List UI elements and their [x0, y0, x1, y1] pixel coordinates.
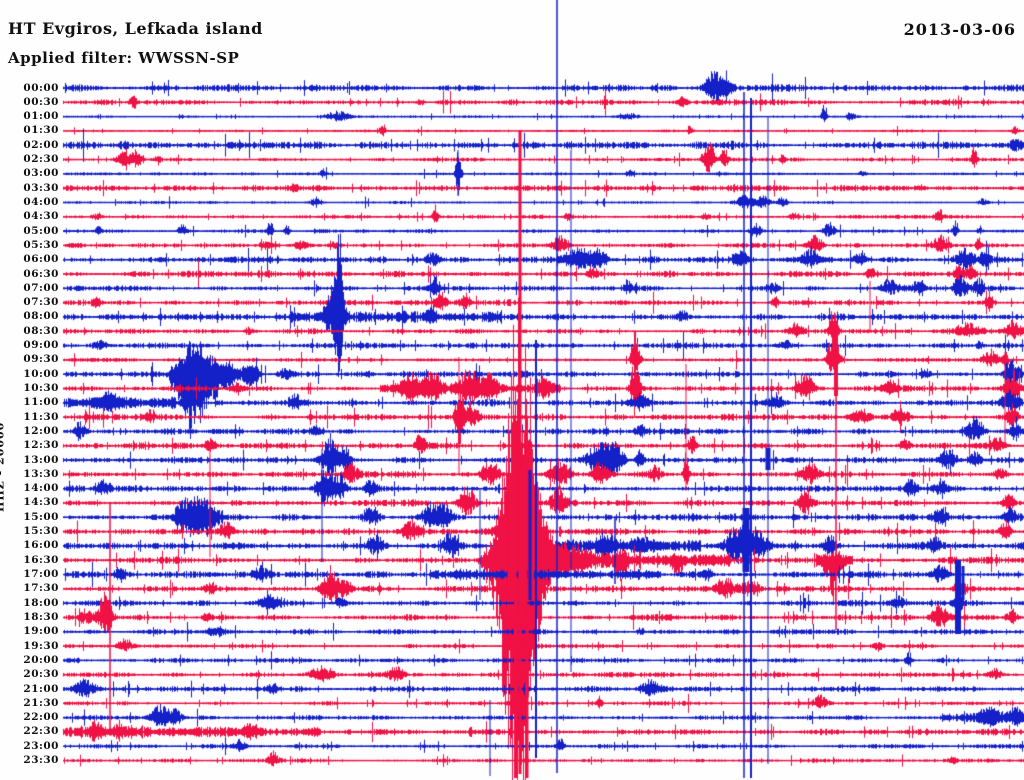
- time-label: 22:30: [23, 725, 59, 738]
- time-label: 21:00: [23, 682, 59, 695]
- time-label: 21:30: [23, 696, 59, 709]
- time-label: 10:30: [23, 382, 59, 394]
- time-label: 15:30: [23, 525, 59, 538]
- time-label: 12:00: [23, 424, 59, 437]
- time-label: 16:30: [23, 553, 59, 566]
- applied-filter-label: Applied filter: WWSSN-SP: [8, 49, 240, 67]
- time-label: 04:00: [23, 195, 59, 208]
- time-label: 17:30: [23, 582, 59, 595]
- time-label: 19:30: [23, 639, 59, 652]
- time-label: 06:00: [23, 253, 59, 266]
- time-label: 18:30: [23, 610, 59, 623]
- time-label: 08:30: [23, 324, 59, 337]
- time-label: 19:00: [23, 625, 59, 638]
- time-label: 03:30: [23, 181, 59, 194]
- time-label: 09:30: [23, 353, 59, 366]
- time-label: 02:00: [23, 138, 59, 151]
- time-label: 12:30: [23, 439, 59, 452]
- time-label: 04:30: [23, 210, 59, 223]
- time-label: 11:00: [23, 396, 59, 409]
- time-label: 11:30: [23, 410, 59, 423]
- time-label: 06:30: [23, 267, 59, 280]
- time-label: 03:00: [23, 167, 59, 180]
- time-label: 13:30: [23, 467, 59, 480]
- time-label: 08:00: [23, 310, 59, 323]
- time-label: 15:00: [23, 510, 59, 523]
- time-label: 00:00: [23, 81, 59, 94]
- time-label: 20:00: [23, 653, 59, 666]
- time-label: 23:30: [23, 754, 59, 767]
- time-label: 16:00: [23, 539, 59, 552]
- time-label: 17:00: [23, 568, 59, 581]
- time-label: 22:00: [23, 711, 59, 724]
- time-label: 18:00: [23, 596, 59, 609]
- time-label: 14:30: [23, 496, 59, 509]
- time-label: 09:00: [23, 339, 59, 352]
- time-label: 01:00: [23, 110, 59, 123]
- time-label: 05:00: [23, 224, 59, 237]
- time-label: 14:00: [23, 482, 59, 495]
- time-label: 00:30: [23, 95, 59, 108]
- time-label: 07:30: [23, 296, 59, 309]
- time-label: 05:30: [23, 238, 59, 251]
- time-label: 20:30: [23, 668, 59, 681]
- time-label: 01:30: [23, 124, 59, 137]
- date-label: 2013-03-06: [903, 20, 1016, 39]
- station-title: HT Evgiros, Lefkada island: [8, 19, 263, 38]
- time-label: 07:00: [23, 281, 59, 294]
- time-label: 10:00: [23, 367, 59, 380]
- time-label: 13:00: [23, 453, 59, 466]
- time-label: 23:00: [23, 739, 59, 752]
- time-label: 02:30: [23, 153, 59, 166]
